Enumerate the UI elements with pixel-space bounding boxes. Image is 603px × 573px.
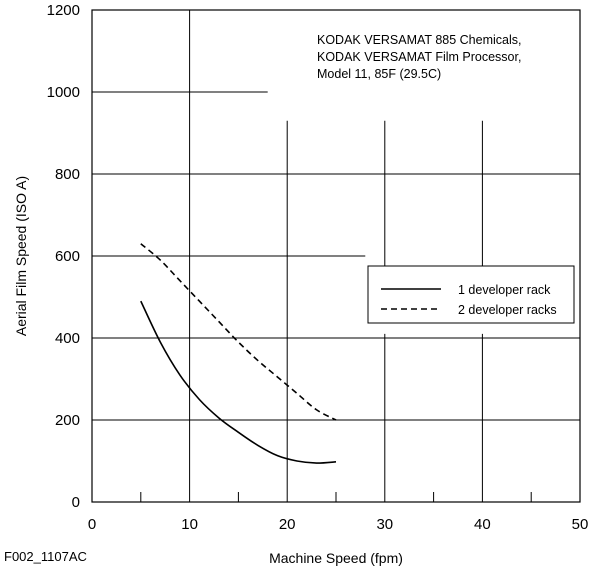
x-tick-label: 30 — [376, 516, 393, 533]
x-tick-label: 20 — [279, 516, 296, 533]
y-tick-label: 1000 — [47, 84, 80, 101]
annotation-line-1: KODAK VERSAMAT 885 Chemicals, — [317, 33, 521, 47]
series-line-1-developer-rack — [140, 300, 337, 464]
x-tick-label: 50 — [572, 516, 589, 533]
annotation-line-2: KODAK VERSAMAT Film Processor, — [317, 50, 521, 64]
grid — [92, 10, 580, 502]
y-tick-label: 600 — [55, 248, 80, 265]
figure-code: F002_1107AC — [4, 549, 87, 564]
chart-annotation: KODAK VERSAMAT 885 Chemicals, KODAK VERS… — [317, 33, 525, 81]
y-tick-labels: 0 200 400 600 800 1000 1200 — [47, 2, 80, 511]
series-layer — [140, 243, 337, 464]
y-tick-label: 200 — [55, 412, 80, 429]
x-axis-label: Machine Speed (fpm) — [269, 550, 403, 566]
y-tick-label: 0 — [72, 494, 80, 511]
y-tick-label: 1200 — [47, 2, 80, 19]
x-tick-label: 10 — [181, 516, 198, 533]
legend-label-2-developer-racks: 2 developer racks — [458, 303, 557, 317]
annotation-line-3: Model 11, 85F (29.5C) — [317, 67, 441, 81]
legend-box — [367, 265, 575, 324]
y-axis-label: Aerial Film Speed (ISO A) — [13, 176, 29, 336]
y-tick-label: 400 — [55, 330, 80, 347]
x-tick-labels: 0 10 20 30 40 50 — [88, 516, 589, 533]
tick-marks — [140, 492, 532, 502]
x-tick-label: 0 — [88, 516, 96, 533]
x-tick-label: 40 — [474, 516, 491, 533]
legend-label-1-developer-rack: 1 developer rack — [458, 283, 551, 297]
y-tick-label: 800 — [55, 166, 80, 183]
legend: 1 developer rack 2 developer racks — [367, 265, 575, 324]
series-line-2-developer-racks — [140, 243, 337, 421]
